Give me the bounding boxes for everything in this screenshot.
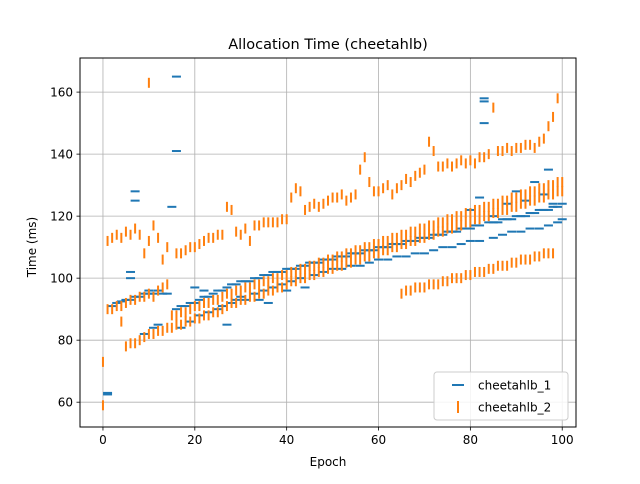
y-tick-label: 100	[50, 271, 73, 285]
y-axis-label: Time (ms)	[25, 217, 39, 279]
x-tick-label: 40	[279, 433, 294, 447]
x-tick-label: 100	[551, 433, 574, 447]
series-1	[103, 75, 567, 396]
legend-label-series-1: cheetahlb_1	[478, 379, 551, 393]
legend-box	[433, 371, 569, 421]
x-axis-label: Epoch	[310, 455, 347, 469]
axis-ticks: 0 20 40 60 80 100 60 80 100 120 140 160	[50, 85, 574, 447]
y-tick-label: 120	[50, 209, 73, 223]
x-tick-label: 0	[99, 433, 107, 447]
legend-label-series-2: cheetahlb_2	[478, 401, 551, 415]
plot-area	[101, 75, 567, 411]
y-tick-label: 160	[50, 85, 73, 99]
series-2	[101, 77, 564, 411]
x-tick-label: 80	[463, 433, 478, 447]
x-tick-label: 60	[371, 433, 386, 447]
chart-title: Allocation Time (cheetahlb)	[228, 37, 428, 53]
x-tick-label: 20	[187, 433, 202, 447]
y-tick-label: 140	[50, 147, 73, 161]
y-tick-label: 80	[58, 333, 73, 347]
legend: cheetahlb_1 cheetahlb_2	[433, 371, 569, 421]
axes-frame	[79, 57, 577, 428]
y-tick-label: 60	[58, 395, 73, 409]
